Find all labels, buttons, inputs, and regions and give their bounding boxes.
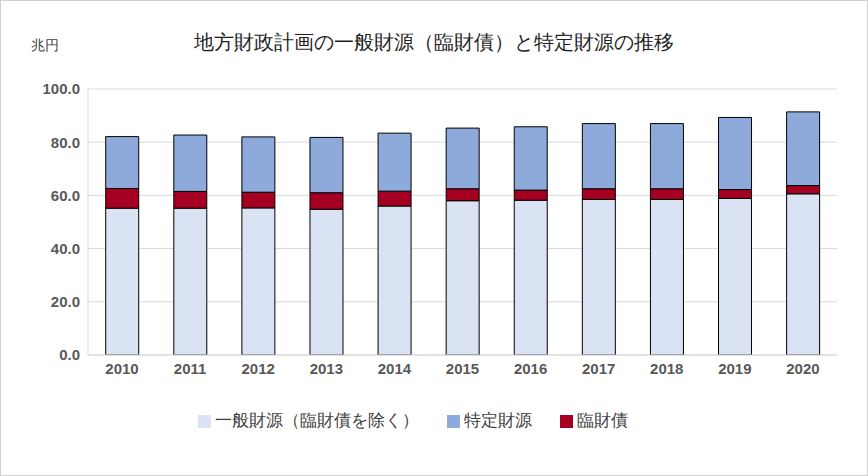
svg-text:2016: 2016	[514, 360, 547, 377]
svg-text:2011: 2011	[174, 360, 207, 377]
svg-text:2017: 2017	[582, 360, 615, 377]
svg-text:80.0: 80.0	[51, 134, 80, 151]
svg-text:60.0: 60.0	[51, 187, 80, 204]
svg-text:2013: 2013	[310, 360, 343, 377]
svg-text:100.0: 100.0	[42, 80, 80, 97]
svg-text:2020: 2020	[786, 360, 819, 377]
html-text:兆円: 兆円	[31, 37, 59, 53]
svg-text:0.0: 0.0	[59, 346, 80, 363]
svg-text:2019: 2019	[718, 360, 751, 377]
svg-text:2014: 2014	[378, 360, 412, 377]
svg-text:2015: 2015	[446, 360, 479, 377]
html-text:一般財源（臨財債を除く）: 一般財源（臨財債を除く）	[214, 411, 419, 430]
svg-text:20.0: 20.0	[51, 293, 80, 310]
html-text:臨財債: 臨財債	[576, 411, 628, 430]
svg-text:2010: 2010	[105, 360, 138, 377]
svg-text:2018: 2018	[650, 360, 683, 377]
html-text:特定財源: 特定財源	[463, 411, 532, 430]
html-text:地方財政計画の一般財源（臨財債）と特定財源の推移: 地方財政計画の一般財源（臨財債）と特定財源の推移	[194, 31, 674, 53]
svg-text:2012: 2012	[242, 360, 275, 377]
svg-text:40.0: 40.0	[51, 240, 80, 257]
